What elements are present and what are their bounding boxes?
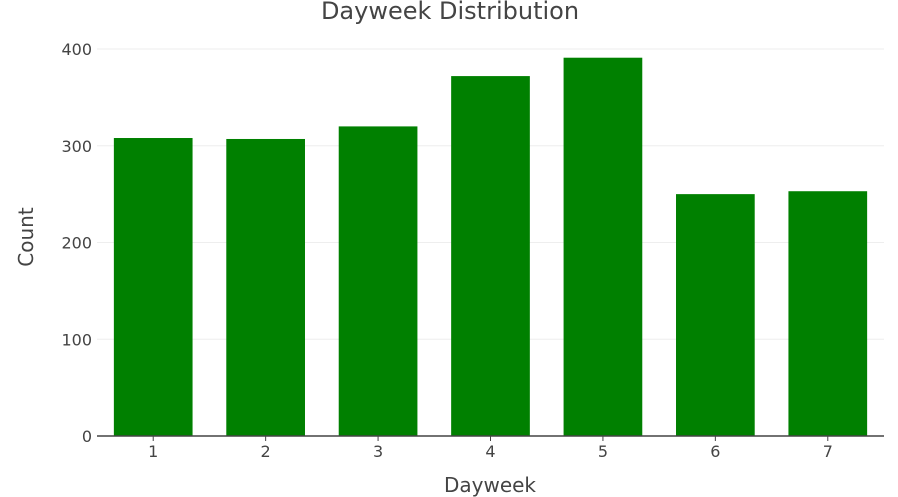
x-tick-label: 3 bbox=[373, 442, 383, 461]
bars bbox=[113, 57, 868, 437]
bar bbox=[676, 194, 755, 436]
x-tick-label: 6 bbox=[710, 442, 720, 461]
bar bbox=[338, 126, 418, 437]
y-tick-label: 300 bbox=[61, 137, 92, 156]
y-tick-label: 200 bbox=[61, 234, 92, 253]
y-tick-label: 0 bbox=[82, 427, 92, 446]
bar bbox=[563, 57, 643, 437]
axes: 0 100 200 300 400 1 2 3 4 5 6 7 bbox=[61, 40, 884, 461]
x-tick-label: 1 bbox=[148, 442, 158, 461]
y-axis-label: Count bbox=[14, 207, 38, 267]
bar bbox=[113, 138, 193, 436]
y-tick-label: 400 bbox=[61, 40, 92, 59]
x-tick-label: 5 bbox=[598, 442, 608, 461]
x-tick-label: 7 bbox=[823, 442, 833, 461]
chart-title: Dayweek Distribution bbox=[321, 0, 579, 25]
x-axis-label: Dayweek bbox=[444, 473, 536, 497]
x-tick-label: 2 bbox=[261, 442, 271, 461]
bar bbox=[788, 191, 868, 436]
bar bbox=[451, 76, 530, 436]
bar bbox=[226, 138, 305, 437]
y-tick-label: 100 bbox=[61, 330, 92, 349]
x-tick-label: 4 bbox=[485, 442, 495, 461]
